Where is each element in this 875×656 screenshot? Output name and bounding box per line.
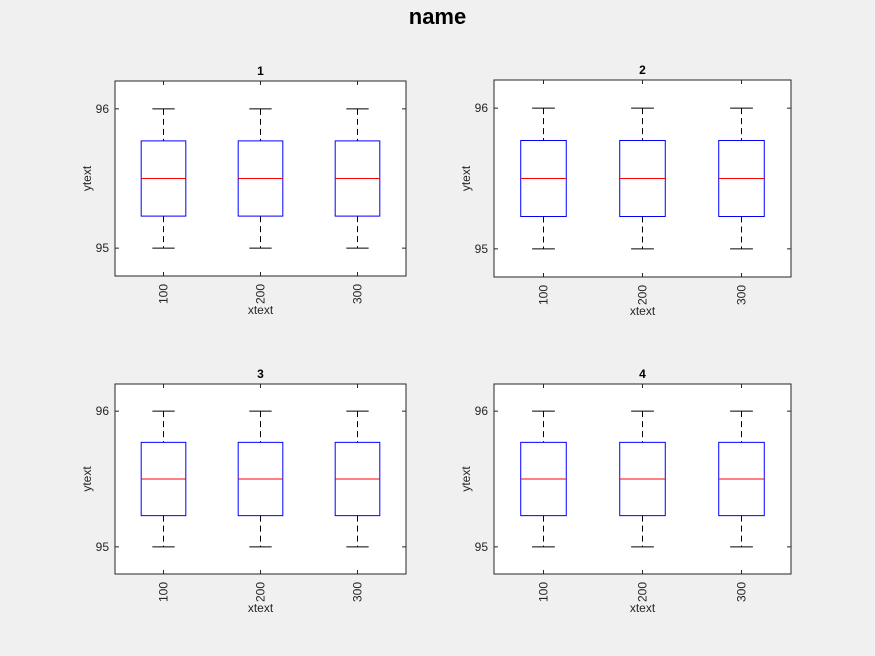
box-200: [237, 108, 284, 249]
y-tick-label: 96: [475, 101, 489, 115]
x-tick-label: 100: [537, 285, 551, 305]
x-tick-label: 100: [157, 284, 171, 304]
subplot-title: 2: [639, 63, 646, 77]
x-axis-label: xtext: [248, 601, 274, 615]
box-200: [237, 410, 284, 548]
x-tick-label: 200: [254, 284, 268, 304]
box-300: [718, 107, 765, 250]
y-tick-label: 96: [96, 404, 110, 418]
figure-title: name: [408, 4, 467, 29]
box-100: [140, 108, 187, 249]
subplot-4: 95 96 100 200 300 4 xtext ytext: [459, 367, 792, 615]
y-tick-label: 95: [475, 540, 489, 554]
x-tick-label: 300: [735, 582, 749, 602]
subplot-1: 95 96 100 200 300 1 xtext ytext: [80, 64, 407, 317]
box-200: [619, 410, 666, 548]
x-tick-label: 200: [636, 285, 650, 305]
x-tick-label: 200: [254, 582, 268, 602]
x-axis-label: xtext: [248, 303, 274, 317]
subplot-title: 1: [257, 64, 264, 78]
x-tick-label: 300: [351, 284, 365, 304]
y-tick-label: 95: [475, 242, 489, 256]
x-tick-label: 200: [636, 582, 650, 602]
subplot-title: 3: [257, 367, 264, 381]
y-axis-label: ytext: [459, 466, 473, 492]
box-200: [619, 107, 666, 250]
x-axis-label: xtext: [630, 304, 656, 318]
y-tick-label: 96: [96, 102, 110, 116]
box-100: [520, 410, 567, 548]
y-tick-label: 96: [475, 404, 489, 418]
x-tick-label: 300: [351, 582, 365, 602]
x-tick-label: 100: [537, 582, 551, 602]
x-tick-label: 300: [735, 285, 749, 305]
y-axis-label: ytext: [80, 466, 94, 492]
box-300: [334, 410, 381, 548]
box-100: [520, 107, 567, 250]
box-100: [140, 410, 187, 548]
box-300: [334, 108, 381, 249]
subplot-3: 95 96 100 200 300 3 xtext ytext: [80, 367, 407, 615]
y-tick-label: 95: [96, 241, 110, 255]
box-300: [718, 410, 765, 548]
subplot-title: 4: [639, 367, 646, 381]
x-tick-label: 100: [157, 582, 171, 602]
subplot-2: 95 96 100 200 300 2 xtext ytext: [459, 63, 792, 318]
x-axis-label: xtext: [630, 601, 656, 615]
y-axis-label: ytext: [80, 165, 94, 191]
y-axis-label: ytext: [459, 165, 473, 191]
y-tick-label: 95: [96, 540, 110, 554]
